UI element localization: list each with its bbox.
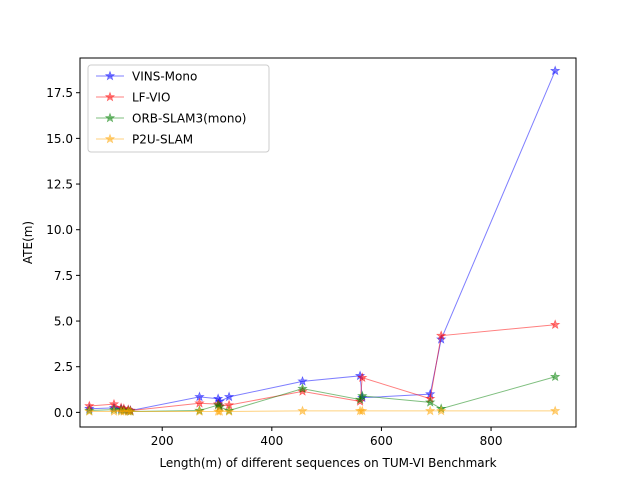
legend-marker — [104, 91, 116, 102]
legend-entry-p2u-slam: P2U-SLAM — [96, 133, 193, 147]
data-point — [425, 405, 436, 416]
data-point — [297, 405, 308, 416]
y-tick-label: 5.0 — [54, 315, 73, 329]
y-axis-label: ATE(m) — [21, 221, 35, 264]
legend-marker — [104, 112, 116, 123]
y-tick-label: 17.5 — [46, 86, 73, 100]
data-point — [549, 371, 561, 382]
legend-label: ORB-SLAM3(mono) — [132, 112, 246, 126]
x-axis-ticks: 200 400 600 800 — [151, 427, 503, 448]
data-point — [549, 405, 561, 416]
data-point — [223, 406, 235, 416]
legend-label: P2U-SLAM — [132, 133, 193, 147]
data-point — [435, 333, 447, 344]
legend-label: VINS-Mono — [132, 70, 197, 84]
series-p2u-slam — [84, 405, 561, 416]
y-axis-ticks: 0.0 2.5 5.0 7.5 10.0 12.5 15.0 17.5 — [46, 86, 80, 420]
x-tick-label: 600 — [370, 434, 393, 448]
data-point — [549, 65, 561, 76]
data-point — [223, 391, 235, 402]
x-tick-label: 800 — [480, 434, 503, 448]
x-axis-label: Length(m) of different sequences on TUM-… — [159, 456, 496, 470]
legend-label: LF-VIO — [132, 91, 170, 105]
y-tick-label: 7.5 — [54, 269, 73, 283]
data-point — [297, 383, 308, 394]
y-tick-label: 15.0 — [46, 132, 73, 146]
legend-entry-lf-vio: LF-VIO — [96, 91, 170, 105]
data-point — [549, 319, 561, 330]
legend-marker — [104, 133, 116, 144]
data-point — [435, 330, 447, 341]
data-point — [435, 405, 447, 416]
legend-entry-vins-mono: VINS-Mono — [96, 70, 197, 84]
legend-entry-orb-slam3-mono: ORB-SLAM3(mono) — [96, 112, 246, 126]
y-tick-label: 12.5 — [46, 178, 73, 192]
data-point — [425, 396, 436, 407]
data-point — [125, 406, 136, 416]
y-tick-label: 2.5 — [54, 360, 73, 374]
y-tick-label: 10.0 — [46, 223, 73, 237]
legend-box — [87, 64, 270, 153]
series-line — [89, 410, 556, 412]
series-layer — [84, 65, 561, 416]
data-point — [357, 390, 368, 401]
y-tick-label: 0.0 — [54, 406, 73, 420]
data-point — [84, 406, 95, 416]
x-tick-label: 400 — [260, 434, 283, 448]
x-tick-label: 200 — [151, 434, 174, 448]
data-point — [194, 406, 205, 416]
data-point — [357, 405, 368, 416]
data-point — [357, 372, 368, 383]
legend-marker — [104, 70, 116, 81]
data-point — [214, 406, 225, 416]
legend-entries: VINS-Mono LF-VIO ORB-SLAM3(mono) P2U-SLAM — [96, 70, 246, 147]
legend: VINS-Mono LF-VIO ORB-SLAM3(mono) P2U-SLAM — [87, 64, 270, 153]
plot-frame — [79, 57, 577, 428]
